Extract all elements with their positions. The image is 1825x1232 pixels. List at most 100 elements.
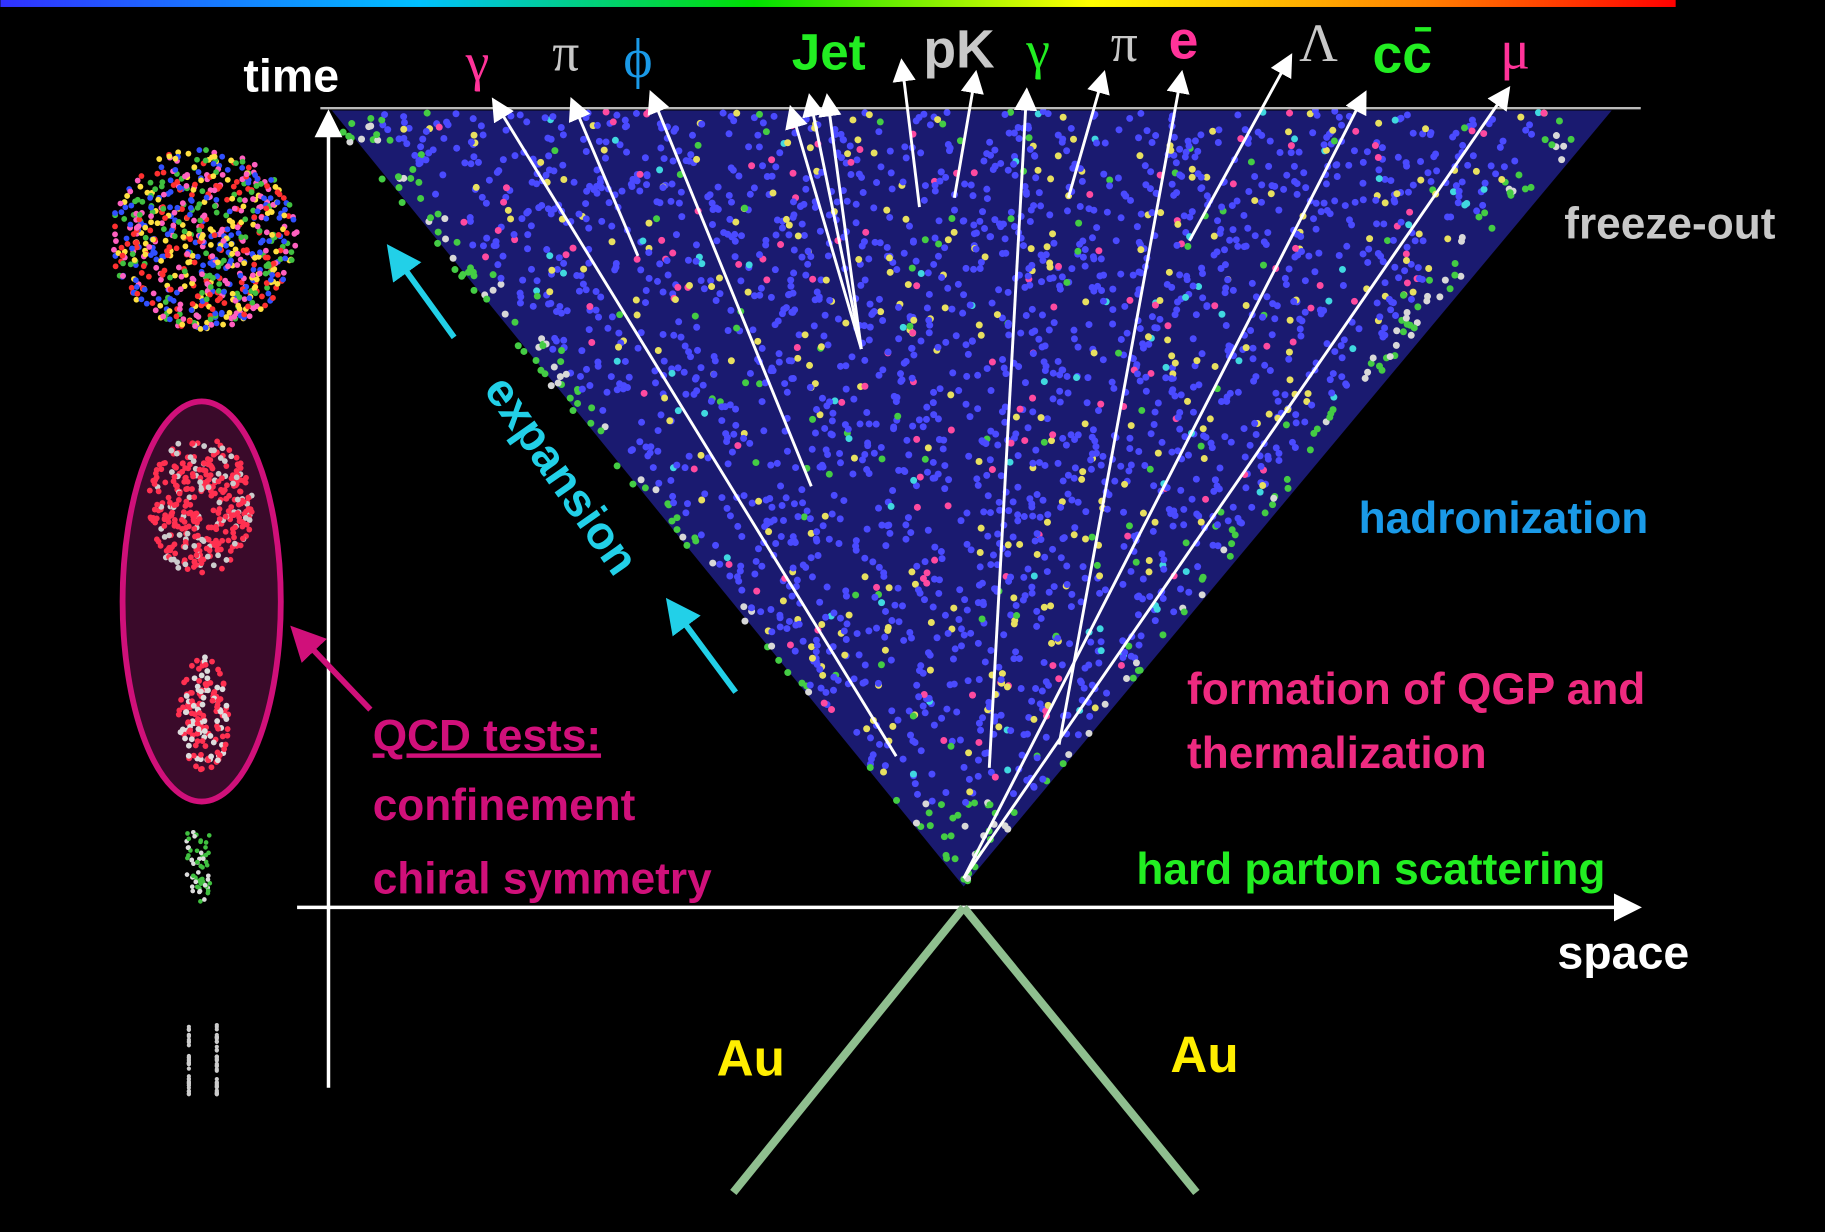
particle-dot (1498, 176, 1505, 183)
particle-dot (1436, 293, 1443, 300)
particle-dot (575, 211, 582, 218)
particle-dot (882, 647, 889, 654)
particle-dot (856, 651, 863, 658)
particle-dot (195, 885, 200, 890)
particle-dot (1522, 127, 1529, 134)
particle-dot (1169, 386, 1176, 393)
particle-dot (451, 266, 458, 273)
particle-dot (1173, 159, 1180, 166)
particle-dot (1340, 282, 1347, 289)
particle-dot (212, 232, 218, 238)
particle-dot (873, 625, 880, 632)
particle-dot (1000, 631, 1007, 638)
particle-dot (772, 163, 779, 170)
particle-dot (971, 169, 978, 176)
particle-dot (737, 568, 744, 575)
particle-dot (1038, 615, 1045, 622)
particle-dot (219, 445, 225, 451)
particle-dot (460, 219, 467, 226)
particle-dot (469, 242, 476, 249)
particle-dot (976, 720, 983, 727)
particle-dot (480, 242, 487, 249)
particle-dot (1297, 332, 1304, 339)
particle-dot (711, 353, 718, 360)
particle-dot (1012, 172, 1019, 179)
particle-dot (746, 440, 753, 447)
particle-dot (436, 124, 443, 131)
particle-dot (221, 300, 227, 306)
particle-dot (708, 283, 715, 290)
particle-dot (849, 470, 856, 477)
particle-dot (236, 502, 242, 508)
particle-dot (1097, 625, 1104, 632)
particle-dot (280, 277, 286, 283)
particle-dot (511, 152, 518, 159)
particle-dot (1027, 218, 1034, 225)
particle-dot (983, 186, 990, 193)
particle-dot (150, 478, 156, 484)
particle-dot (241, 312, 247, 318)
particle-dot (867, 734, 874, 741)
particle-dot (749, 500, 756, 507)
particle-dot (791, 306, 798, 313)
particle-dot (772, 540, 779, 547)
particle-dot (1127, 568, 1134, 575)
particle-dot (930, 399, 937, 406)
particle-dot (1285, 356, 1292, 363)
particle-dot (1275, 457, 1282, 464)
particle-dot (139, 173, 145, 179)
particle-dot (1387, 177, 1394, 184)
particle-dot (763, 128, 770, 135)
particle-dot (921, 596, 928, 603)
particle-dot (1038, 414, 1045, 421)
particle-dot (480, 131, 487, 138)
particle-dot (500, 253, 507, 260)
particle-dot (199, 851, 204, 856)
particle-dot (1258, 132, 1265, 139)
particle-dot (1082, 246, 1089, 253)
particle-dot (1268, 182, 1275, 189)
particle-dot (940, 437, 947, 444)
particle-dot (1299, 317, 1306, 324)
particle-dot (1382, 279, 1389, 286)
particle-dot (634, 177, 641, 184)
particle-dot (468, 160, 475, 167)
particle-dot (241, 260, 247, 266)
particle-dot (1028, 245, 1035, 252)
particle-dot (792, 464, 799, 471)
particle-dot (975, 773, 982, 780)
particle-dot (598, 218, 605, 225)
particle-dot (189, 736, 195, 742)
particle-dot (1040, 497, 1047, 504)
particle-dot (161, 523, 167, 529)
particle-dot (1176, 271, 1183, 278)
particle-dot (824, 584, 831, 591)
space-label: space (1557, 927, 1689, 979)
particle-dot (762, 242, 769, 249)
particle-dot (173, 465, 179, 471)
particle-dot (1184, 398, 1191, 405)
particle-dot (234, 455, 240, 461)
particle-dot (187, 1080, 191, 1084)
particle-dot (1133, 559, 1140, 566)
particle-dot (800, 201, 807, 208)
particle-dot (196, 147, 202, 153)
particle-dot (766, 495, 773, 502)
particle-dot (1059, 273, 1066, 280)
particle-dot (938, 274, 945, 281)
particle-dot (381, 111, 388, 118)
particle-dot (879, 317, 886, 324)
particle-dot (1216, 465, 1223, 472)
particle-dot (768, 367, 775, 374)
particle-dot (779, 225, 786, 232)
particle-dot (193, 763, 199, 769)
stage-label: hadronization (1359, 494, 1649, 543)
particle-dot (849, 116, 856, 123)
particle-dot (1046, 260, 1053, 267)
particle-dot (950, 656, 957, 663)
particle-dot (774, 217, 781, 224)
particle-dot (197, 467, 203, 473)
particle-dot (198, 838, 203, 843)
particle-dot (1100, 171, 1107, 178)
particle-dot (193, 880, 198, 885)
